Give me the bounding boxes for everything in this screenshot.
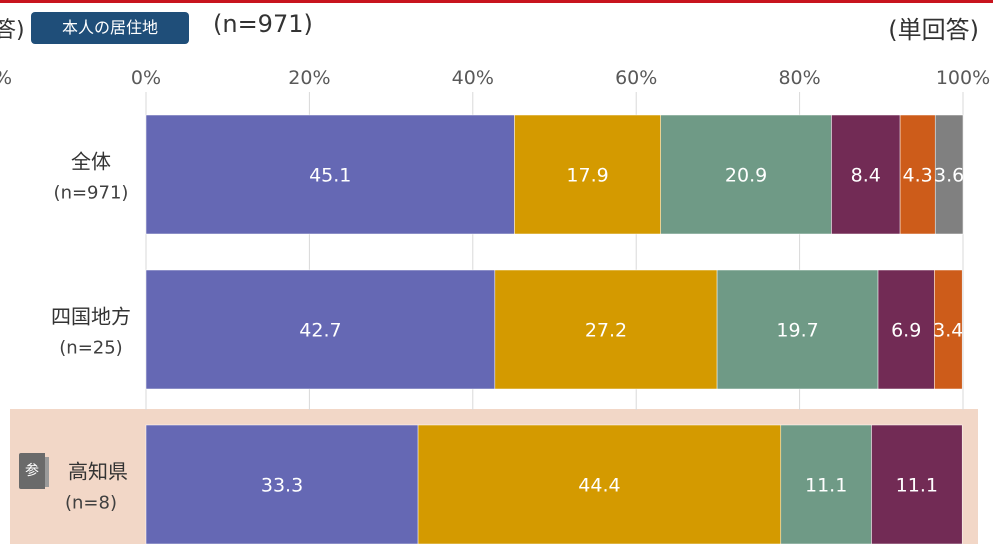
data-label-2-3: 11.1 [896,475,938,497]
category-name-2: 高知県 [68,460,128,484]
data-label-1-1: 27.2 [585,320,627,342]
category-name-1: 四国地方 [51,305,131,329]
category-name-0: 全体 [71,150,111,174]
tick-label-1: 0% [131,67,161,89]
data-label-0-2: 20.9 [725,165,767,187]
bar-segment-0-4 [899,114,936,235]
question-tail-text: 答) [0,18,25,43]
sample-size-label: (n=971) [213,10,313,38]
bar-segment-1-3 [877,269,935,390]
bar-segment-2-1 [417,424,782,545]
data-label-0-0: 45.1 [309,165,351,187]
tick-label-5: 80% [778,67,820,89]
data-label-0-4: 4.3 [903,165,933,187]
bar-segment-1-2 [716,269,879,390]
data-label-0-3: 8.4 [851,165,881,187]
top-rule [0,0,993,3]
category-n-1: (n=25) [59,338,122,359]
tick-label-0: % [0,67,12,89]
residence-badge: 本人の居住地 [31,12,189,44]
data-label-2-1: 44.4 [578,475,620,497]
data-label-1-2: 19.7 [776,320,818,342]
category-labels: 全体 (n=971) 四国地方 (n=25) 高知県 (n=8) [51,150,131,514]
data-label-2-2: 11.1 [805,475,847,497]
bar-segment-2-2 [780,424,872,545]
category-n-2: (n=8) [65,493,117,514]
bar-segment-0-2 [660,114,832,235]
bar-segments [145,114,964,545]
data-label-1-4: 3.4 [933,320,963,342]
category-n-0: (n=971) [54,183,129,204]
data-label-2-0: 33.3 [261,475,303,497]
axis-tick-labels: % 0% 20% 40% 60% 80% 100% [0,67,990,89]
tick-label-6: 100% [936,67,990,89]
bar-segment-1-1 [494,269,718,390]
data-label-1-0: 42.7 [299,320,341,342]
reference-icon: 参 [19,453,49,489]
bar-segment-0-1 [514,114,661,235]
bar-segment-0-5 [934,114,964,235]
top-rule-accent [0,0,20,2]
bar-segment-0-3 [831,114,901,235]
data-labels: 45.1 17.9 20.9 8.4 4.3 3.6 42.7 27.2 19.7 6.9 3.4 3… [261,165,964,497]
data-label-1-3: 6.9 [891,320,921,342]
bar-segment-0-0 [145,114,515,235]
tick-label-2: 20% [288,67,330,89]
tick-label-4: 60% [615,67,657,89]
bar-segment-1-4 [934,269,963,390]
data-label-0-5: 3.6 [934,165,964,187]
tick-label-3: 40% [452,67,494,89]
answer-type-label: (単回答) [888,16,979,44]
data-label-0-1: 17.9 [566,165,608,187]
bar-segment-1-0 [145,269,496,390]
bar-segment-2-3 [871,424,963,545]
